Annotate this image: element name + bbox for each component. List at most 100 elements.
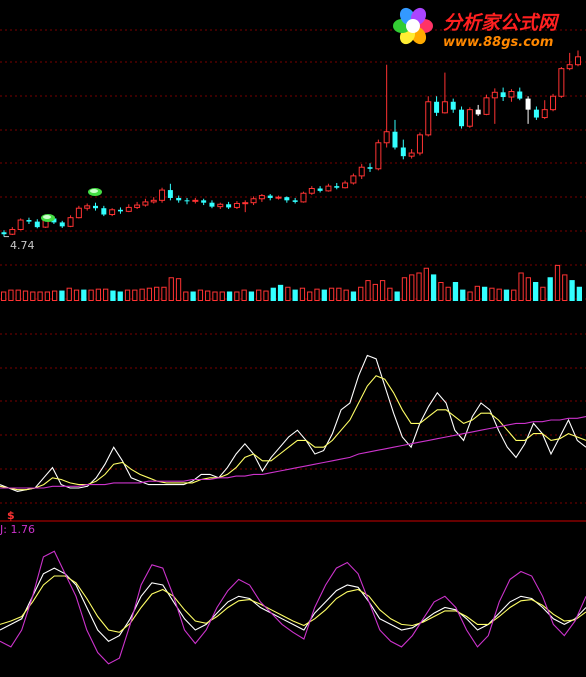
- candle-body: [284, 197, 290, 201]
- site-name-text: 分析家公式网: [443, 12, 558, 34]
- volume-bar: [314, 288, 320, 301]
- candle-body: [392, 131, 398, 148]
- candle-body: [192, 199, 199, 202]
- candle-body: [466, 109, 473, 127]
- volume-bar: [525, 277, 531, 301]
- candle-body: [101, 208, 107, 215]
- volume-bar: [15, 289, 21, 302]
- candle-body: [508, 91, 515, 98]
- indicator-line: [0, 416, 586, 489]
- volume-bar: [241, 289, 247, 302]
- volume-bar: [474, 285, 480, 301]
- candle-body: [425, 101, 432, 136]
- volume-bar: [518, 272, 524, 301]
- volume-bar: [328, 287, 335, 302]
- volume-bar: [379, 280, 386, 302]
- candle-body: [117, 209, 123, 212]
- volume-bar: [30, 291, 36, 301]
- candle-body: [34, 221, 40, 228]
- candle-body: [201, 200, 207, 203]
- volume-bar: [576, 286, 582, 301]
- volume-bar: [307, 291, 313, 301]
- candle-body: [383, 131, 390, 144]
- volume-bar: [365, 280, 371, 302]
- candle-body: [367, 167, 373, 169]
- volume-bar: [161, 286, 167, 301]
- volume-bar: [445, 286, 451, 301]
- volume-bar: [168, 277, 174, 301]
- volume-bar: [423, 267, 429, 301]
- candle-body: [275, 196, 282, 199]
- site-logo: [393, 7, 433, 45]
- volume-bar: [66, 287, 72, 302]
- volume-bar: [481, 286, 488, 301]
- candle-body: [134, 204, 141, 208]
- volume-bar: [8, 289, 14, 302]
- candle-body: [176, 197, 182, 201]
- volume-bar: [292, 289, 298, 301]
- candle-body: [109, 209, 116, 216]
- candle-body: [184, 200, 190, 202]
- volume-bar: [496, 288, 502, 301]
- candle-body: [93, 205, 99, 209]
- logo-center: [406, 19, 420, 33]
- candle-body: [67, 217, 74, 227]
- volume-bar: [460, 289, 466, 301]
- candle-body: [450, 101, 456, 110]
- volume-bar: [416, 272, 422, 301]
- volume-bar: [197, 289, 204, 302]
- volume-bar: [190, 291, 196, 301]
- candle-body: [226, 204, 232, 208]
- volume-bar: [95, 288, 102, 301]
- volume-bar: [401, 277, 408, 301]
- volume-bar: [270, 287, 276, 301]
- volume-bar: [277, 284, 284, 301]
- candle-body: [233, 202, 240, 208]
- volume-bar: [226, 291, 233, 301]
- oscillator-panel: [0, 354, 586, 492]
- volume-bar: [358, 286, 364, 301]
- volume-bar: [569, 280, 575, 301]
- volume-bar: [321, 289, 327, 301]
- candle-body: [575, 56, 581, 66]
- indicator-line: [0, 575, 586, 633]
- candle-body: [9, 229, 16, 235]
- candle-body: [242, 202, 249, 205]
- volume-bar: [438, 282, 444, 301]
- volume-bar: [154, 286, 160, 301]
- volume-bar: [1, 291, 7, 301]
- candle-body: [209, 202, 215, 207]
- candle-body: [167, 190, 173, 198]
- candle-body: [500, 92, 506, 98]
- candle-body: [1, 232, 7, 235]
- volume-bar: [59, 290, 65, 301]
- candle-body: [150, 199, 157, 203]
- candle-body: [217, 203, 224, 208]
- candle-body: [75, 207, 82, 219]
- candle-body: [533, 109, 539, 118]
- candle-body: [408, 152, 415, 157]
- candle-body: [475, 109, 481, 115]
- grid-lines: [0, 29, 586, 504]
- volume-bar: [285, 286, 291, 301]
- volume-bar: [146, 287, 153, 302]
- volume-bar: [103, 288, 109, 301]
- candlestick-panel: [1, 50, 581, 238]
- volume-bar: [299, 287, 306, 302]
- candle-body: [159, 189, 166, 201]
- indicator-line: [0, 354, 586, 492]
- candle-body: [358, 166, 365, 177]
- candle-body: [342, 182, 349, 189]
- candle-body: [51, 218, 57, 223]
- candle-body: [17, 219, 24, 231]
- volume-bar: [124, 289, 131, 302]
- volume-bar: [110, 290, 116, 301]
- signal-gem-highlight: [43, 215, 51, 219]
- volume-bar: [503, 289, 510, 301]
- candle-body: [84, 205, 91, 209]
- candle-body: [250, 198, 257, 204]
- candle-body: [325, 185, 332, 192]
- volume-bar: [372, 283, 378, 301]
- volume-bar: [73, 289, 80, 302]
